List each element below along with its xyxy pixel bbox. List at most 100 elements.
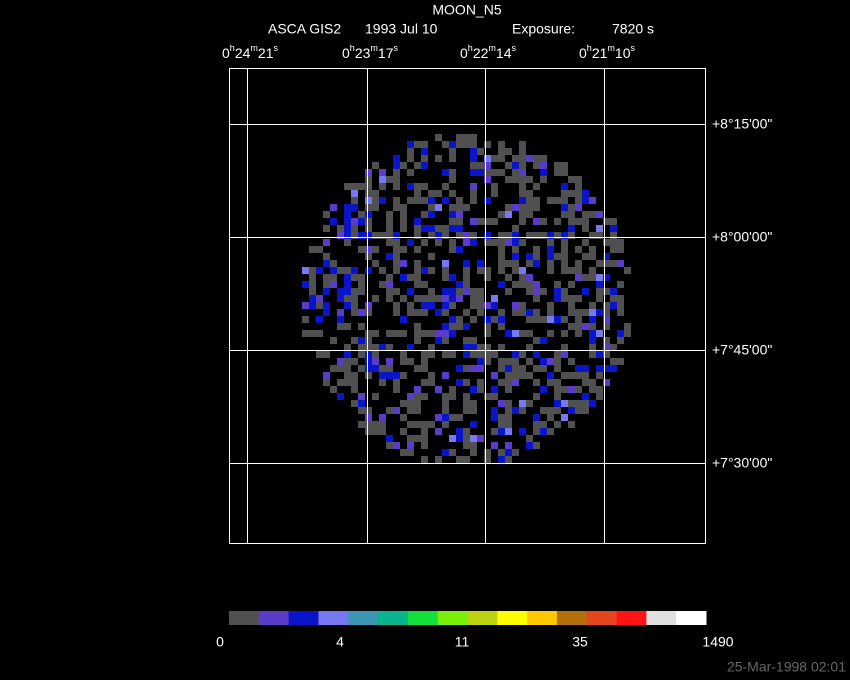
sky-pixel	[519, 190, 526, 197]
sky-pixel	[337, 323, 344, 330]
sky-pixel	[470, 316, 477, 323]
sky-pixel	[561, 190, 568, 197]
sky-pixel	[351, 358, 358, 365]
sky-pixel	[505, 148, 512, 155]
sky-pixel	[365, 176, 372, 183]
sky-pixel	[463, 400, 470, 407]
sky-pixel	[414, 393, 421, 400]
sky-pixel	[582, 365, 589, 372]
sky-pixel	[582, 190, 589, 197]
sky-pixel	[386, 344, 393, 351]
sky-pixel	[463, 309, 470, 316]
sky-pixel	[400, 260, 407, 267]
sky-pixel	[344, 239, 351, 246]
sky-pixel	[526, 232, 533, 239]
sky-pixel	[386, 435, 393, 442]
sky-pixel	[351, 204, 358, 211]
sky-pixel	[442, 260, 449, 267]
sky-pixel	[582, 400, 589, 407]
sky-pixel	[603, 239, 610, 246]
sky-pixel	[365, 351, 372, 358]
sky-pixel	[386, 442, 393, 449]
sky-pixel	[421, 309, 428, 316]
sky-pixel	[526, 442, 533, 449]
sky-pixel	[470, 197, 477, 204]
sky-pixel	[484, 141, 491, 148]
dec-label: +8°00'00"	[712, 229, 772, 245]
sky-pixel	[484, 302, 491, 309]
sky-pixel	[554, 281, 561, 288]
dec-label: +7°45'00"	[712, 342, 772, 358]
sky-pixel	[610, 365, 617, 372]
sky-pixel	[372, 295, 379, 302]
sky-pixel	[442, 267, 449, 274]
sky-pixel	[554, 253, 561, 260]
sky-pixel	[491, 393, 498, 400]
sky-pixel	[519, 169, 526, 176]
sky-pixel	[456, 281, 463, 288]
sky-pixel	[484, 274, 491, 281]
colorbar-segment	[288, 611, 319, 625]
sky-pixel	[421, 155, 428, 162]
sky-pixel	[449, 414, 456, 421]
sky-pixel	[554, 218, 561, 225]
sky-pixel	[519, 281, 526, 288]
sky-pixel	[449, 288, 456, 295]
sky-pixel	[491, 407, 498, 414]
sky-pixel	[519, 211, 526, 218]
colorbar-segment	[318, 611, 349, 625]
sky-pixel	[519, 239, 526, 246]
colorbar-segment	[676, 611, 707, 625]
sky-pixel	[484, 162, 491, 169]
sky-pixel	[435, 155, 442, 162]
sky-pixel	[351, 295, 358, 302]
sky-pixel	[449, 246, 456, 253]
sky-pixel	[512, 253, 519, 260]
sky-pixel	[442, 372, 449, 379]
sky-pixel	[519, 351, 526, 358]
sky-pixel	[519, 309, 526, 316]
sky-pixel	[386, 239, 393, 246]
sky-pixel	[435, 239, 442, 246]
sky-pixel	[365, 218, 372, 225]
sky-pixel	[512, 407, 519, 414]
sky-pixel	[379, 365, 386, 372]
dec-label: +7°30'00"	[712, 455, 772, 471]
sky-pixel	[351, 225, 358, 232]
sky-pixel	[617, 309, 624, 316]
sky-pixel	[596, 274, 603, 281]
sky-pixel	[554, 358, 561, 365]
sky-pixel	[456, 323, 463, 330]
sky-pixel	[470, 232, 477, 239]
sky-pixel	[414, 435, 421, 442]
sky-pixel	[540, 428, 547, 435]
sky-pixel	[575, 274, 582, 281]
sky-pixel	[309, 302, 316, 309]
ra-label: 0h21m10s	[579, 43, 636, 60]
sky-pixel	[526, 372, 533, 379]
sky-pixel	[442, 449, 449, 456]
sky-pixel	[372, 428, 379, 435]
sky-pixel	[449, 435, 456, 442]
sky-pixel	[596, 288, 603, 295]
sky-pixel	[624, 323, 631, 330]
sky-pixel	[358, 323, 365, 330]
sky-pixel	[323, 302, 330, 309]
sky-pixel	[316, 246, 323, 253]
sky-pixel	[449, 169, 456, 176]
sky-pixel	[540, 421, 547, 428]
sky-pixel	[470, 155, 477, 162]
sky-pixel	[582, 253, 589, 260]
sky-pixel	[505, 449, 512, 456]
sky-pixel	[323, 281, 330, 288]
sky-pixel	[498, 309, 505, 316]
sky-pixel	[407, 358, 414, 365]
sky-pixel	[456, 456, 463, 463]
sky-pixel	[421, 162, 428, 169]
sky-pixel	[379, 176, 386, 183]
sky-pixel	[589, 337, 596, 344]
sky-pixel	[323, 239, 330, 246]
sky-pixel	[575, 316, 582, 323]
sky-pixel	[302, 281, 309, 288]
sky-pixel	[470, 239, 477, 246]
